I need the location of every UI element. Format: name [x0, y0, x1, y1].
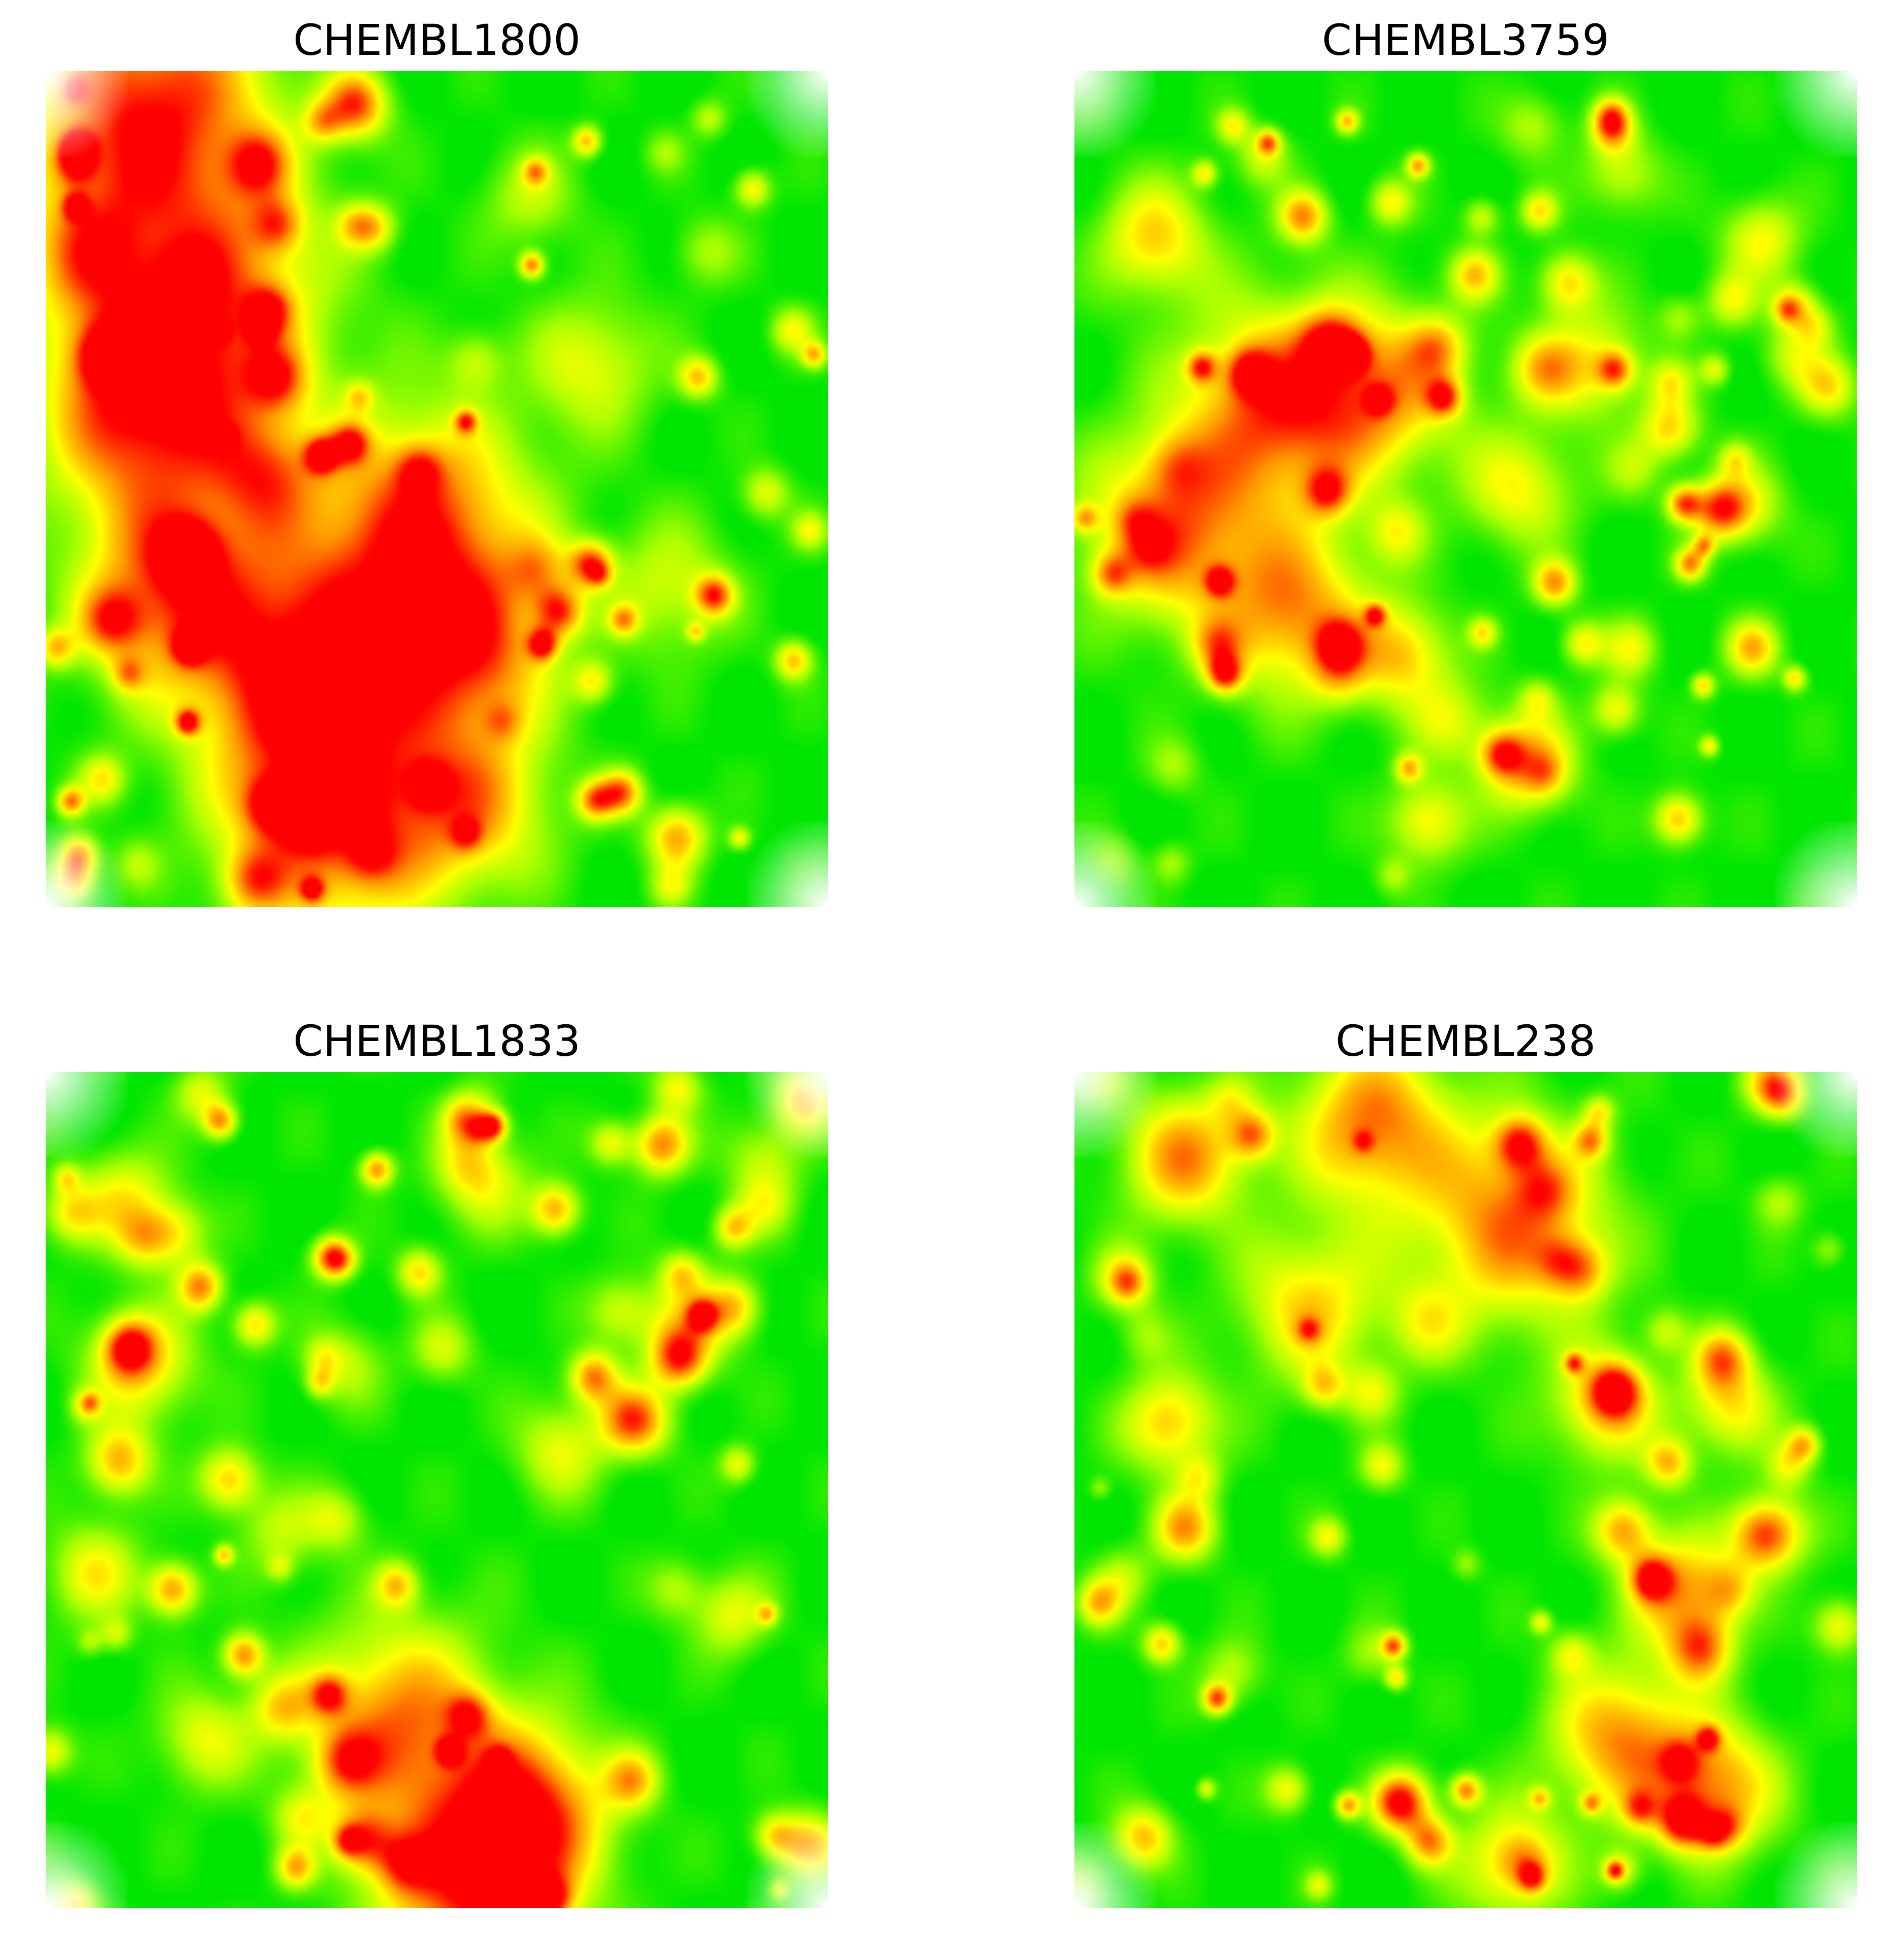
heatmap-panel-chembl1833: CHEMBL1833 — [46, 1016, 828, 1910]
heatmap-panel-chembl3759: CHEMBL3759 — [1074, 15, 1857, 909]
heatmap-canvas — [1074, 71, 1857, 907]
panel-title: CHEMBL238 — [1335, 1016, 1596, 1066]
panel-title: CHEMBL1833 — [293, 1016, 581, 1066]
heatmap-canvas — [46, 1072, 828, 1908]
heatmap-panel-chembl1800: CHEMBL1800 — [46, 15, 828, 909]
panel-title: CHEMBL3759 — [1322, 15, 1609, 65]
heatmap-canvas — [46, 71, 828, 907]
panel-title: CHEMBL1800 — [293, 15, 581, 65]
heatmap-canvas — [1074, 1072, 1857, 1908]
heatmap-panel-chembl238: CHEMBL238 — [1074, 1016, 1857, 1910]
